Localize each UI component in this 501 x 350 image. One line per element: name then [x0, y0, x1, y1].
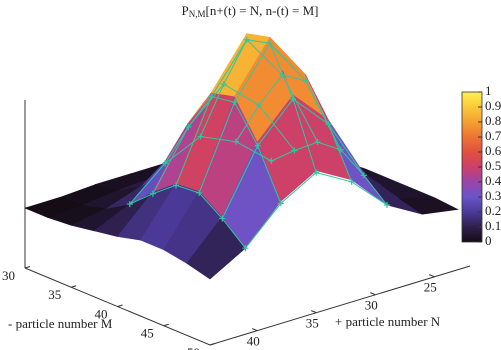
simulation-line: [271, 141, 388, 206]
x-tick: [163, 323, 169, 327]
simulation-point: [162, 160, 169, 167]
simulation-point: [197, 133, 204, 140]
y-tick-label: 25: [424, 280, 437, 295]
x-tick-label: 35: [48, 287, 61, 302]
colorbar-tick-label: 0.8: [485, 113, 501, 128]
x-tick: [24, 266, 31, 269]
simulation-point: [314, 139, 321, 146]
simulation-point: [219, 215, 226, 222]
x-tick-label: 40: [95, 306, 108, 321]
colorbar-tick-label: 0.5: [485, 158, 501, 173]
y-tick-label: 30: [365, 298, 378, 313]
chart-title: PN,M[n+(t) = N, n-(t) = M]: [182, 3, 319, 19]
x-axis-label: - particle number M: [8, 316, 113, 331]
simulation-point: [196, 189, 203, 196]
simulation-point: [325, 121, 332, 128]
simulation-point: [337, 146, 344, 153]
y-tick-label: 40: [247, 334, 260, 349]
simulation-line: [200, 39, 317, 173]
colorbar-tick-label: 0.9: [485, 98, 501, 113]
y-tick: [429, 274, 435, 278]
colorbar-tick-label: 0.2: [485, 203, 501, 218]
x-tick-label: 50: [187, 345, 200, 350]
simulation-line: [129, 184, 246, 249]
colorbar-tick-label: 0.6: [485, 143, 501, 158]
title-rest: [n+(t) = N, n-(t) = M]: [206, 3, 319, 18]
simulation-point: [290, 95, 297, 102]
simulation-point: [126, 201, 133, 208]
simulation-point: [291, 147, 298, 154]
colorbar-tick-label: 0: [485, 233, 492, 248]
y-tick: [370, 292, 376, 296]
simulation-point: [220, 81, 227, 88]
y-tick: [252, 328, 258, 332]
x-tick: [117, 304, 123, 307]
simulation-line: [235, 74, 353, 182]
colorbar-tick-label: 0.3: [485, 188, 501, 203]
simulation-point: [277, 200, 284, 207]
simulation-line: [164, 95, 282, 204]
colorbar-tick-label: 0.7: [485, 128, 501, 143]
simulation-point: [232, 138, 239, 145]
colorbar-tick-label: 1: [485, 83, 492, 98]
simulation-point: [313, 169, 320, 176]
simulation-point: [279, 71, 286, 78]
simulation-point: [185, 123, 192, 130]
y-tick: [311, 310, 317, 314]
simulation-point: [302, 77, 309, 84]
x-tick-label: 30: [2, 268, 15, 283]
x-tick-label: 45: [141, 326, 154, 341]
simulation-point: [268, 157, 275, 164]
title-main: P: [182, 3, 189, 18]
title-subscript: N,M: [189, 9, 206, 19]
colorbar-tick-label: 0.4: [485, 173, 501, 188]
simulation-point: [266, 40, 273, 47]
y-tick-label: 35: [306, 316, 319, 331]
simulation-point: [149, 190, 156, 197]
x-tick: [71, 285, 77, 288]
simulation-point: [231, 99, 238, 106]
colorbar-tick-label: 0.1: [485, 218, 501, 233]
simulation-point: [173, 182, 180, 189]
y-axis-label: + particle number N: [335, 314, 441, 329]
x-tick: [209, 343, 216, 346]
simulation-point: [256, 102, 263, 109]
simulation-point: [242, 245, 249, 252]
simulation-point: [243, 36, 250, 43]
simulation-point: [208, 93, 215, 100]
simulation-point: [384, 202, 390, 208]
simulation-point: [348, 178, 355, 185]
simulation-point: [254, 142, 261, 149]
surface-patch: [398, 197, 459, 215]
simulation-point: [360, 172, 367, 179]
